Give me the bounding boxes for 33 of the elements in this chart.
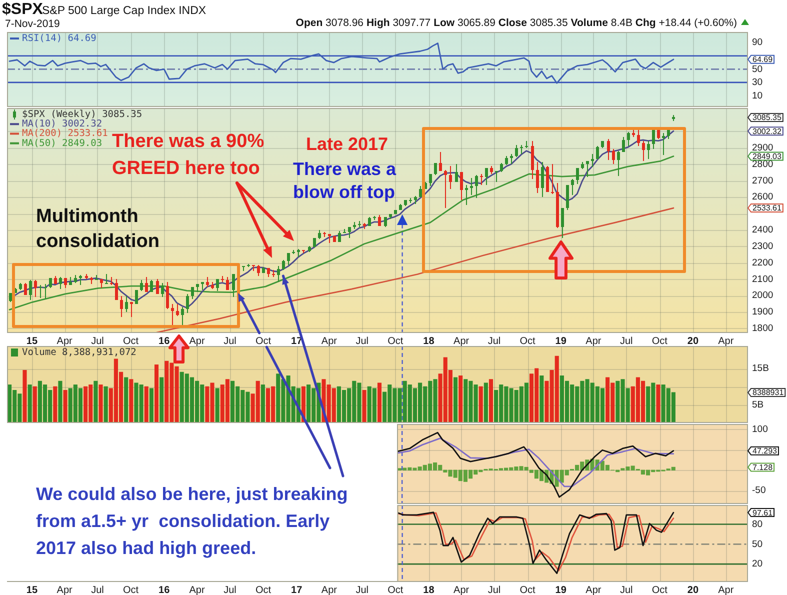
y-tick-label: 10 xyxy=(752,90,763,102)
x-tick-label: 15 xyxy=(26,584,38,595)
x-tick-label: 20 xyxy=(687,584,699,595)
x-tick-label: Apr xyxy=(586,584,602,595)
x-tick-label: Oct xyxy=(256,584,272,595)
x-tick-label: Apr xyxy=(56,584,74,595)
x-tick-label: Jul xyxy=(356,584,369,595)
text: 64.69 xyxy=(752,55,774,64)
x-tick-label: 19 xyxy=(555,584,567,595)
legend-label: RSI(14) 64.69 xyxy=(22,32,97,44)
chart-subtitle: S&P 500 Large Cap Index INDX xyxy=(42,5,206,17)
y-tick-label: 20 xyxy=(752,558,763,570)
x-tick-label: 18 xyxy=(423,584,435,595)
x-tick-label: Oct xyxy=(652,584,668,595)
x-tick-label: Oct xyxy=(388,584,404,595)
x-tick-label: Jul xyxy=(620,584,633,595)
x-tick-label: Oct xyxy=(123,584,139,595)
y-tick-label: 50 xyxy=(752,64,763,75)
x-tick-label: Jul xyxy=(488,584,501,595)
x-tick-label: Oct xyxy=(520,584,536,595)
text: 7-Nov-2019 xyxy=(5,18,60,30)
x-tick-label: Jul xyxy=(91,584,104,595)
text: Open 3078.96 High 3097.77 Low 3065.89 Close 3085.35 Volume 8.4B Chg +18.44 (+0.60%) xyxy=(296,17,737,29)
x-tick-label: Apr xyxy=(454,584,470,595)
x-tick-label: Apr xyxy=(189,584,206,595)
chart-title: $SPX xyxy=(2,1,43,19)
x-tick-label: 17 xyxy=(291,584,303,595)
x-tick-label: Apr xyxy=(321,584,338,595)
x-tick-label: 16 xyxy=(158,584,170,595)
y-tick-label: 90 xyxy=(752,37,763,48)
y-tick-label: 30 xyxy=(752,77,763,88)
x-tick-label: Jul xyxy=(224,584,236,595)
x-tick-label: Apr xyxy=(718,584,734,595)
